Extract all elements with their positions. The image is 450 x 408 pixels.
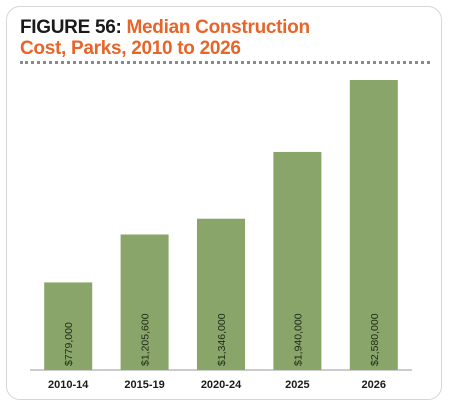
x-tick-label: 2015-19 xyxy=(124,379,164,391)
figure-label: FIGURE 56: xyxy=(20,17,122,38)
x-tick-label: 2010-14 xyxy=(48,379,89,391)
value-label: $1,205,600 xyxy=(140,313,152,366)
value-label: $1,346,000 xyxy=(216,313,228,366)
chart-title: Median Construction Cost, Parks, 2010 to… xyxy=(20,17,310,59)
x-tick-label: 2020-24 xyxy=(201,379,242,391)
card-frame xyxy=(6,6,442,400)
value-label: $2,580,000 xyxy=(369,313,381,366)
bar xyxy=(197,218,245,370)
bar xyxy=(273,151,322,370)
bar xyxy=(120,234,169,370)
title-block: FIGURE 56: Median Construction Cost, Par… xyxy=(20,17,340,59)
x-tick-label: 2026 xyxy=(362,379,386,391)
bar xyxy=(349,80,398,370)
value-label: $1,940,000 xyxy=(292,313,304,366)
bar xyxy=(44,282,93,370)
title-rule xyxy=(20,61,430,64)
x-tick-label: 2025 xyxy=(285,379,309,391)
value-label: $779,000 xyxy=(63,322,75,366)
